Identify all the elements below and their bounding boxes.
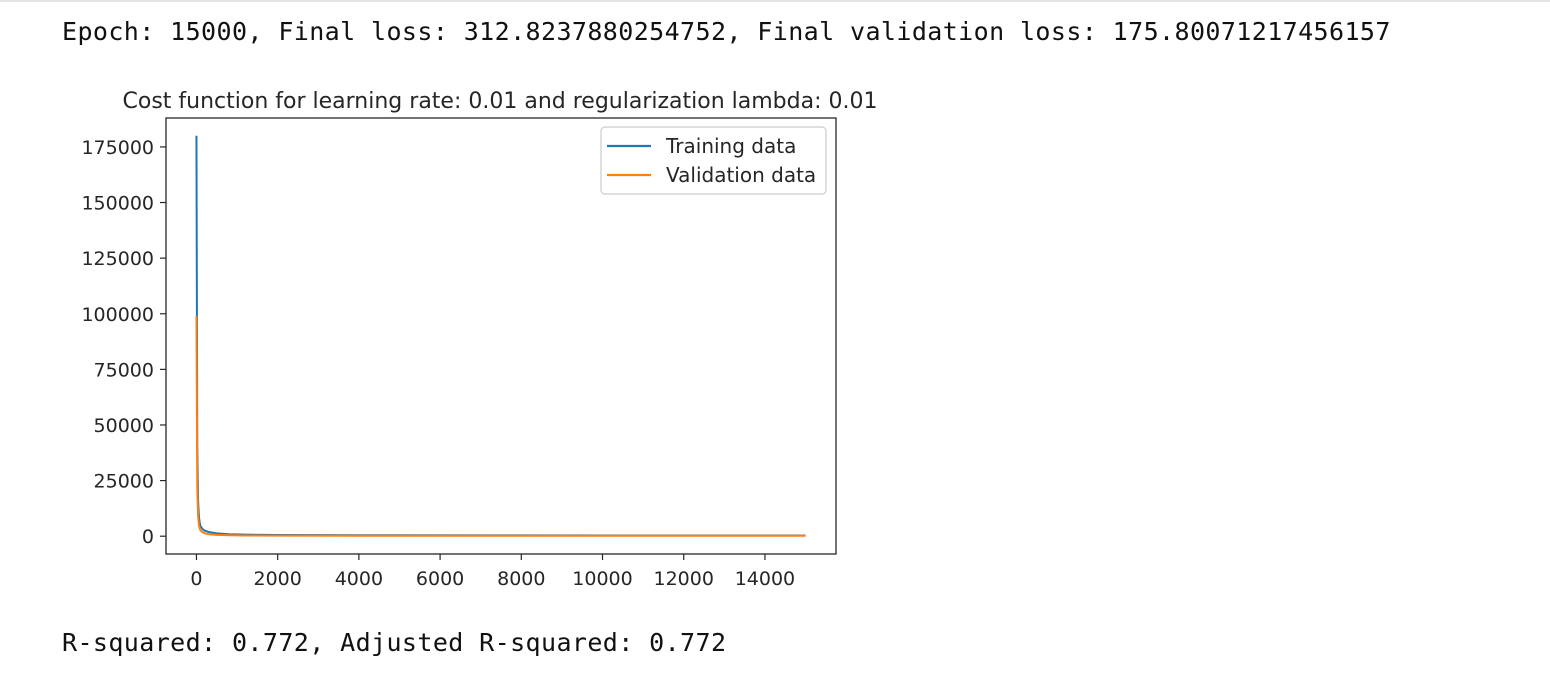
cost-function-chart: Cost function for learning rate: 0.01 an…	[81, 89, 878, 590]
chart-title: Cost function for learning rate: 0.01 an…	[123, 89, 878, 114]
y-tick-label: 125000	[81, 248, 154, 270]
x-tick-label: 2000	[253, 568, 301, 590]
x-tick-label: 0	[190, 568, 202, 590]
cell-divider	[0, 0, 1550, 2]
y-tick-label: 0	[142, 526, 154, 548]
x-tick-label: 10000	[572, 568, 632, 590]
legend: Training data Validation data	[600, 126, 827, 195]
x-axis: 0 2000 4000 6000 8000 10000 12000 14000	[190, 554, 795, 590]
y-tick-label: 100000	[81, 304, 154, 326]
epoch-summary-text: Epoch: 15000, Final loss: 312.8237880254…	[62, 17, 1391, 46]
legend-label-validation: Validation data	[666, 163, 816, 187]
x-tick-label: 8000	[497, 568, 545, 590]
y-axis: 0 25000 50000 75000 100000 125000 150000 175000	[81, 137, 166, 548]
y-tick-label: 75000	[94, 359, 154, 381]
y-tick-label: 150000	[81, 193, 154, 215]
x-tick-label: 4000	[335, 568, 383, 590]
series-group	[195, 135, 806, 537]
y-tick-label: 50000	[94, 415, 154, 437]
legend-box	[600, 126, 827, 195]
x-tick-label: 6000	[416, 568, 464, 590]
x-tick-label: 14000	[735, 568, 795, 590]
y-tick-label: 175000	[81, 137, 154, 159]
x-tick-label: 12000	[654, 568, 714, 590]
rsquared-summary-text: R-squared: 0.772, Adjusted R-squared: 0.…	[62, 628, 727, 657]
y-tick-label: 25000	[94, 471, 154, 493]
legend-label-training: Training data	[665, 134, 796, 158]
series-line-validation-data	[195, 315, 806, 537]
